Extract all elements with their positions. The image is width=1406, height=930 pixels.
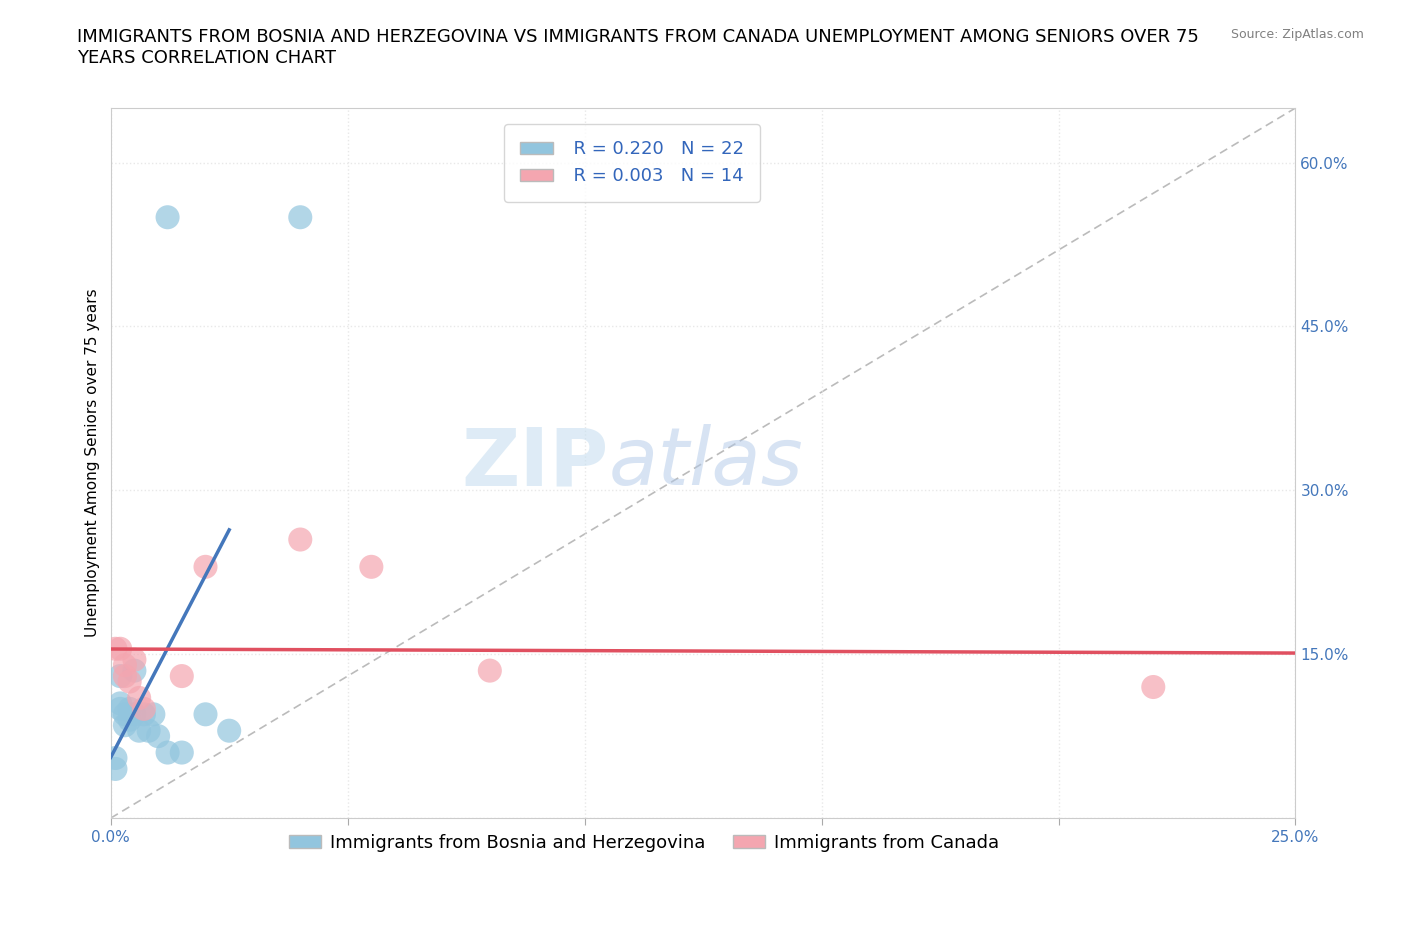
Point <box>108 696 131 711</box>
Point <box>104 642 127 657</box>
Point <box>118 674 141 689</box>
Point <box>128 690 150 705</box>
Text: IMMIGRANTS FROM BOSNIA AND HERZEGOVINA VS IMMIGRANTS FROM CANADA UNEMPLOYMENT AM: IMMIGRANTS FROM BOSNIA AND HERZEGOVINA V… <box>77 28 1199 67</box>
Point <box>114 658 136 672</box>
Point <box>194 559 217 574</box>
Y-axis label: Unemployment Among Seniors over 75 years: Unemployment Among Seniors over 75 years <box>86 288 100 637</box>
Point <box>128 724 150 738</box>
Point <box>124 652 146 667</box>
Point <box>156 210 179 225</box>
Point <box>118 712 141 727</box>
Point <box>218 724 240 738</box>
Point <box>108 701 131 716</box>
Legend: Immigrants from Bosnia and Herzegovina, Immigrants from Canada: Immigrants from Bosnia and Herzegovina, … <box>281 827 1007 858</box>
Point <box>104 762 127 777</box>
Point <box>118 701 141 716</box>
Point <box>108 642 131 657</box>
Point <box>290 532 312 547</box>
Text: atlas: atlas <box>609 424 803 502</box>
Point <box>114 707 136 722</box>
Point <box>108 669 131 684</box>
Point <box>1142 680 1164 695</box>
Point <box>142 707 165 722</box>
Point <box>124 663 146 678</box>
Text: Source: ZipAtlas.com: Source: ZipAtlas.com <box>1230 28 1364 41</box>
Point <box>138 724 160 738</box>
Point <box>170 669 193 684</box>
Point <box>114 718 136 733</box>
Point <box>360 559 382 574</box>
Point <box>194 707 217 722</box>
Point <box>170 745 193 760</box>
Point <box>478 663 501 678</box>
Point <box>104 751 127 765</box>
Point <box>132 701 155 716</box>
Point <box>132 707 155 722</box>
Text: ZIP: ZIP <box>461 424 609 502</box>
Point <box>156 745 179 760</box>
Point <box>290 210 312 225</box>
Point <box>146 729 169 744</box>
Point <box>124 707 146 722</box>
Point <box>114 669 136 684</box>
